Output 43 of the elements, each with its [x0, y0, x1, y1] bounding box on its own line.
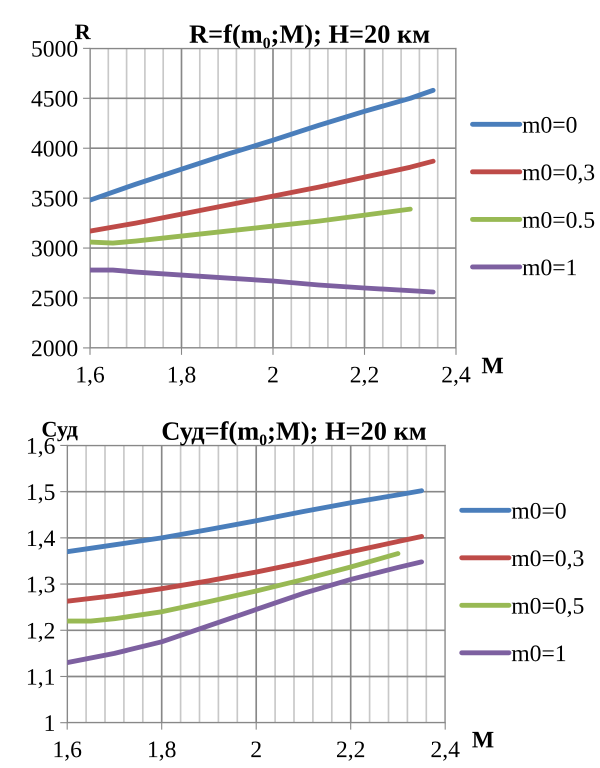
x-axis-title: M [482, 358, 504, 374]
x-tick-label: 2 [251, 741, 261, 758]
line-series [90, 158, 436, 234]
y-tick-label: 3000 [32, 240, 78, 256]
line-series [67, 488, 424, 554]
y-tick-label: 5000 [32, 40, 78, 57]
y-tick-label: 4000 [31, 140, 78, 157]
x-tick-label: 1,8 [168, 366, 196, 386]
chart-title: R=f(m₀;M); H=20 км [189, 24, 430, 48]
legend-label: m0=0,5 [512, 598, 584, 618]
line-series [67, 551, 400, 624]
x-tick-label: 2,4 [442, 366, 470, 386]
x-tick-label: 2,2 [350, 366, 378, 386]
chart-title: Суд=f(m₀;M); H=20 км [162, 421, 426, 446]
line-series [67, 534, 424, 604]
legend-label: m0=0,3 [512, 550, 584, 570]
legend-label: m0=0 [512, 502, 566, 519]
x-tick-label: 1,8 [149, 741, 176, 761]
x-axis-title: M [472, 732, 494, 748]
y-tick-label: 1,5 [28, 484, 54, 504]
y-tick-label: 1,3 [28, 576, 54, 596]
y-tick-label: 3500 [32, 190, 78, 207]
y-tick-label: 1,4 [28, 530, 56, 550]
line-series [67, 559, 424, 666]
y-axis-title: R [75, 24, 91, 40]
legend-label: m0=1 [512, 645, 566, 662]
line-series [90, 206, 413, 246]
line-series [90, 88, 436, 203]
y-tick-label: 1 [46, 715, 54, 731]
legend-label: m0=0.5 [522, 212, 594, 228]
x-tick-label: 2,4 [431, 741, 460, 761]
y-tick-label: 2500 [32, 290, 78, 306]
x-tick-label: 1,6 [77, 366, 104, 386]
legend-label: m0=0 [522, 116, 577, 133]
y-tick-label: 1,2 [28, 622, 54, 642]
line-series [90, 268, 436, 294]
legend-label: m0=0,3 [522, 164, 594, 184]
x-tick-label: 2,2 [336, 741, 364, 761]
y-tick-label: 4500 [31, 90, 78, 107]
x-tick-label: 2 [268, 366, 278, 382]
legend-label: m0=1 [522, 259, 576, 276]
y-tick-label: 1,1 [28, 669, 54, 688]
y-tick-label: 2000 [32, 340, 78, 356]
